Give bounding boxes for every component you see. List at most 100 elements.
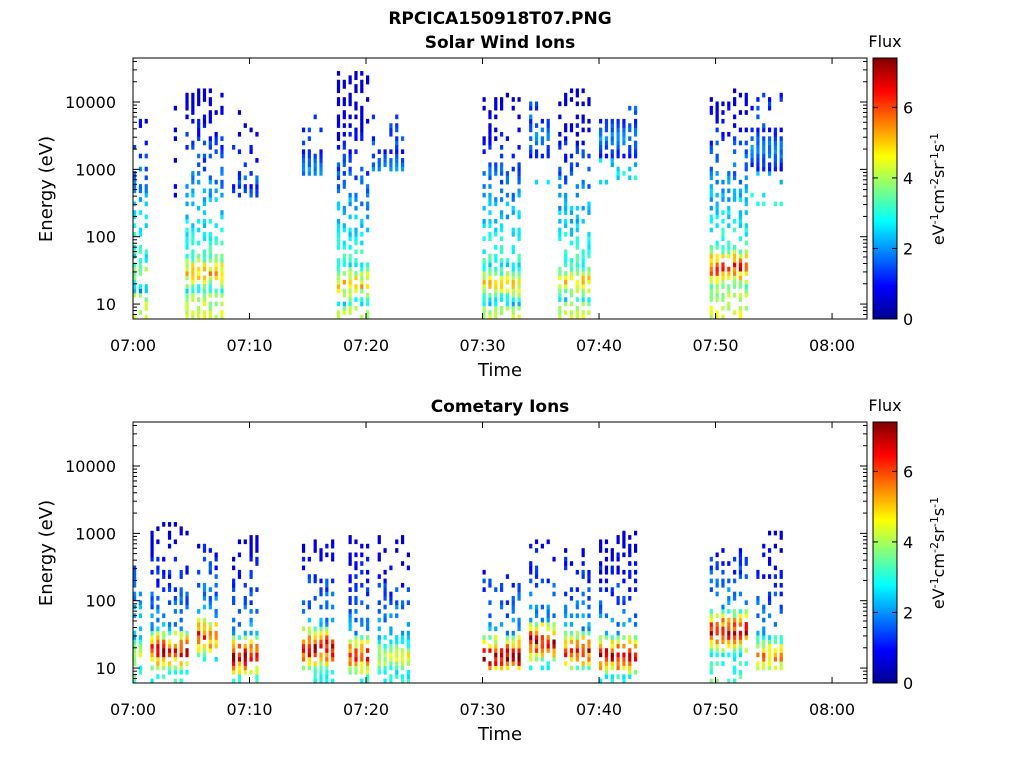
- heatmap-cell: [331, 552, 335, 558]
- heatmap-cell: [395, 149, 399, 154]
- heatmap-cell: [511, 604, 515, 610]
- heatmap-cell: [604, 665, 609, 671]
- heatmap-cell: [564, 609, 568, 614]
- heatmap-cell: [622, 622, 626, 627]
- heatmap-cell: [569, 210, 574, 215]
- heatmap-cell: [779, 548, 783, 553]
- heatmap-cell: [715, 275, 719, 281]
- heatmap-cell: [564, 201, 568, 207]
- heatmap-cell: [202, 548, 207, 553]
- heatmap-cell: [744, 305, 748, 311]
- heatmap-cell: [173, 622, 177, 627]
- heatmap-cell: [482, 192, 486, 198]
- heatmap-cell: [628, 669, 632, 675]
- heatmap-cell: [733, 292, 737, 298]
- heatmap-cell: [243, 596, 247, 601]
- heatmap-cell: [173, 127, 177, 133]
- heatmap-cell: [762, 127, 766, 133]
- heatmap-cell: [733, 266, 737, 272]
- heatmap-cell: [529, 630, 533, 636]
- heatmap-cell: [575, 630, 579, 636]
- heatmap-cell: [500, 262, 504, 268]
- heatmap-cell: [534, 136, 539, 141]
- heatmap-cell: [354, 652, 358, 658]
- heatmap-cell: [744, 201, 748, 207]
- heatmap-cell: [733, 591, 737, 597]
- heatmap-cell: [336, 166, 341, 172]
- heatmap-cell: [727, 175, 731, 181]
- heatmap-cell: [133, 314, 137, 320]
- heatmap-cell: [604, 179, 609, 185]
- heatmap-cell: [482, 97, 486, 102]
- heatmap-cell: [767, 652, 772, 658]
- heatmap-cell: [599, 678, 603, 684]
- heatmap-cell: [319, 162, 323, 168]
- heatmap-cell: [622, 539, 626, 545]
- heatmap-cell: [738, 635, 743, 640]
- heatmap-cell: [558, 205, 562, 211]
- heatmap-cell: [575, 310, 579, 315]
- heatmap-cell: [494, 232, 498, 237]
- heatmap-cell: [214, 179, 218, 185]
- heatmap-cell: [179, 526, 183, 532]
- heatmap-cell: [197, 127, 201, 133]
- heatmap-cell: [569, 127, 574, 133]
- heatmap-cell: [529, 149, 533, 154]
- heatmap-cell: [505, 665, 510, 671]
- heatmap-cell: [511, 166, 515, 172]
- heatmap-cell: [610, 591, 614, 597]
- heatmap-cell: [406, 600, 410, 605]
- heatmap-cell: [733, 88, 737, 94]
- heatmap-cell: [366, 192, 370, 198]
- heatmap-cell: [360, 600, 364, 605]
- heatmap-cell: [604, 153, 609, 159]
- heatmap-cell: [604, 127, 609, 133]
- heatmap-cell: [389, 665, 393, 671]
- heatmap-cell: [727, 284, 731, 289]
- heatmap-cell: [301, 609, 306, 614]
- heatmap-cell: [255, 184, 259, 189]
- heatmap-cell: [255, 678, 259, 684]
- heatmap-cell: [569, 292, 574, 298]
- heatmap-cell: [604, 556, 609, 562]
- heatmap-cell: [336, 184, 341, 189]
- heatmap-cell: [138, 591, 143, 597]
- heatmap-cell: [604, 656, 609, 662]
- heatmap-cell: [709, 652, 713, 658]
- heatmap-cell: [727, 643, 731, 649]
- heatmap-cell: [179, 652, 183, 658]
- heatmap-cell: [773, 131, 777, 137]
- heatmap-cell: [208, 145, 212, 150]
- heatmap-cell: [133, 639, 137, 645]
- heatmap-cell: [721, 197, 725, 202]
- heatmap-cell: [494, 635, 498, 640]
- heatmap-cell: [762, 652, 766, 658]
- heatmap-cell: [494, 218, 498, 224]
- heatmap-cell: [156, 639, 160, 645]
- heatmap-cell: [220, 214, 224, 220]
- heatmap-cell: [511, 301, 515, 307]
- heatmap-cell: [232, 145, 236, 150]
- heatmap-cell: [534, 574, 539, 579]
- heatmap-cell: [604, 630, 609, 636]
- heatmap-cell: [377, 661, 381, 666]
- heatmap-cell: [762, 630, 766, 636]
- heatmap-cell: [733, 626, 737, 632]
- heatmap-cell: [243, 188, 247, 194]
- heatmap-cell: [581, 613, 585, 619]
- heatmap-cell: [482, 301, 486, 307]
- heatmap-cell: [138, 249, 143, 255]
- heatmap-cell: [622, 127, 626, 133]
- heatmap-cell: [202, 153, 207, 159]
- heatmap-cell: [616, 539, 620, 545]
- heatmap-cell: [622, 136, 626, 141]
- x-axis: 07:00 07:10 07:20 07:30 07:40 07:50 08:00: [110, 58, 855, 355]
- heatmap-cell: [354, 600, 358, 605]
- heatmap-cell: [360, 569, 364, 575]
- heatmap-cell: [313, 639, 317, 645]
- colorbar-title: Flux: [868, 32, 901, 51]
- heatmap-cell: [505, 613, 510, 619]
- heatmap-cell: [581, 218, 585, 224]
- heatmap-cell: [709, 145, 713, 150]
- heatmap-cell: [564, 613, 568, 619]
